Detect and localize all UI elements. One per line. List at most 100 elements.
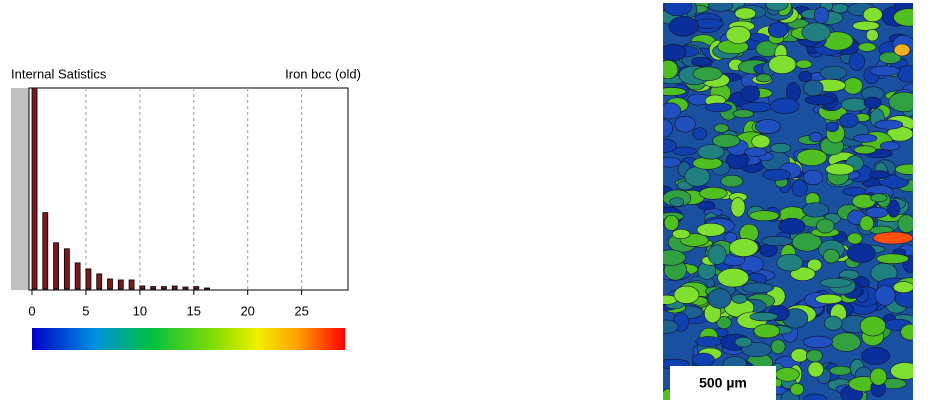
grain [779,217,806,235]
grain [741,282,774,294]
bar [107,278,113,290]
grain [775,367,800,382]
grain [761,236,793,247]
grain [829,365,852,376]
grain [803,393,827,400]
grain [776,253,804,272]
bar [182,286,189,290]
grain [853,133,878,143]
bar [42,212,49,290]
grain [869,170,890,180]
grain [869,65,901,77]
grain [897,214,913,234]
grain [862,7,883,23]
grain [663,102,682,120]
grain [672,146,697,156]
grain [863,96,882,109]
bar [171,285,178,290]
grain [843,77,863,95]
bar [139,285,146,290]
grain [697,144,725,160]
x-tick-label: 10 [133,303,147,318]
grain [663,157,682,168]
grain [808,132,823,143]
grain [840,97,868,112]
grain [825,121,839,133]
bar [74,262,81,290]
bar [150,286,157,290]
grain [897,65,913,83]
grain [823,248,840,264]
grain [839,112,859,128]
grain [869,367,888,386]
grain [691,56,712,67]
grain [716,316,732,330]
grain [684,166,711,187]
grain [765,3,789,12]
grain [708,3,734,12]
grain [823,315,843,331]
grain [770,97,800,115]
bar [85,268,92,290]
grain [798,71,813,83]
grain [819,65,848,80]
grain [663,214,679,231]
grain [669,197,685,207]
grain [751,134,771,149]
grain [795,59,813,69]
grain [749,312,779,322]
grain [893,8,913,27]
grain [894,163,913,175]
grain [705,102,732,113]
grain [734,7,757,20]
grain [692,66,723,81]
x-tick-label: 25 [294,303,308,318]
grain [876,253,909,264]
grain [744,147,768,157]
grain [852,20,880,31]
grain [663,3,692,17]
grain [663,59,679,80]
bar [204,287,210,290]
grain [879,141,901,151]
grain [878,51,902,64]
grain [802,202,830,218]
grain [796,148,828,166]
grain [887,199,900,218]
grain [731,293,748,304]
grain [674,115,696,133]
grain [692,127,708,140]
grain [804,95,835,105]
x-tick-label: 0 [28,303,35,318]
scale-label: 500 µm [699,375,747,391]
grain [734,336,753,348]
grain [730,197,746,218]
chart-subtitle: Iron bcc (old) [285,66,361,81]
grain [663,119,673,138]
grain [770,339,786,354]
grain [713,123,729,133]
scale-box [670,366,776,400]
grain [888,91,913,113]
grain [866,29,879,42]
grain [790,266,816,281]
grain [697,200,716,211]
grain [663,87,687,96]
grain [696,222,726,237]
grain [790,383,805,396]
grain [874,285,896,306]
grain [861,346,890,365]
bar [161,286,167,290]
grain [857,42,877,52]
grain [732,109,754,119]
grain [663,138,677,153]
plot-area [28,87,349,291]
grain [859,215,874,232]
grain [712,133,741,148]
grain [892,281,913,294]
grain [699,186,728,200]
grain [816,218,835,234]
chart-title: Internal Satistics [11,66,107,81]
bar [53,242,59,290]
